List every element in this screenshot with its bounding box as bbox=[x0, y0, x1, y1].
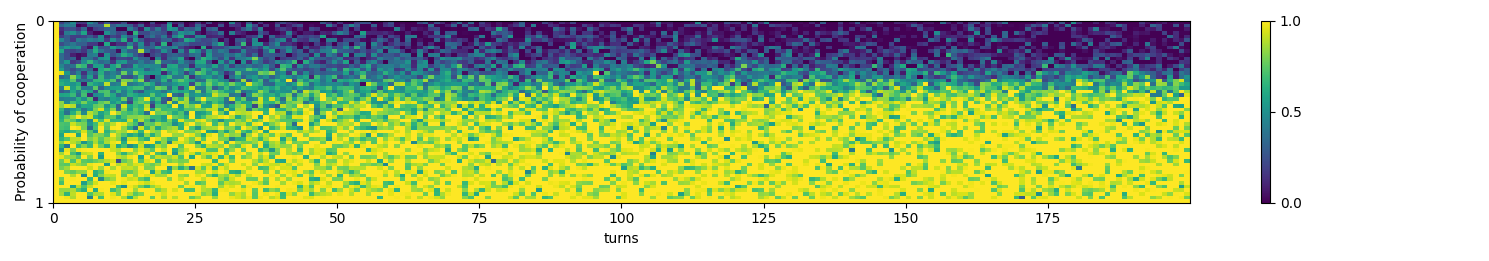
X-axis label: turns: turns bbox=[603, 232, 639, 246]
Y-axis label: Probability of cooperation: Probability of cooperation bbox=[15, 22, 28, 201]
